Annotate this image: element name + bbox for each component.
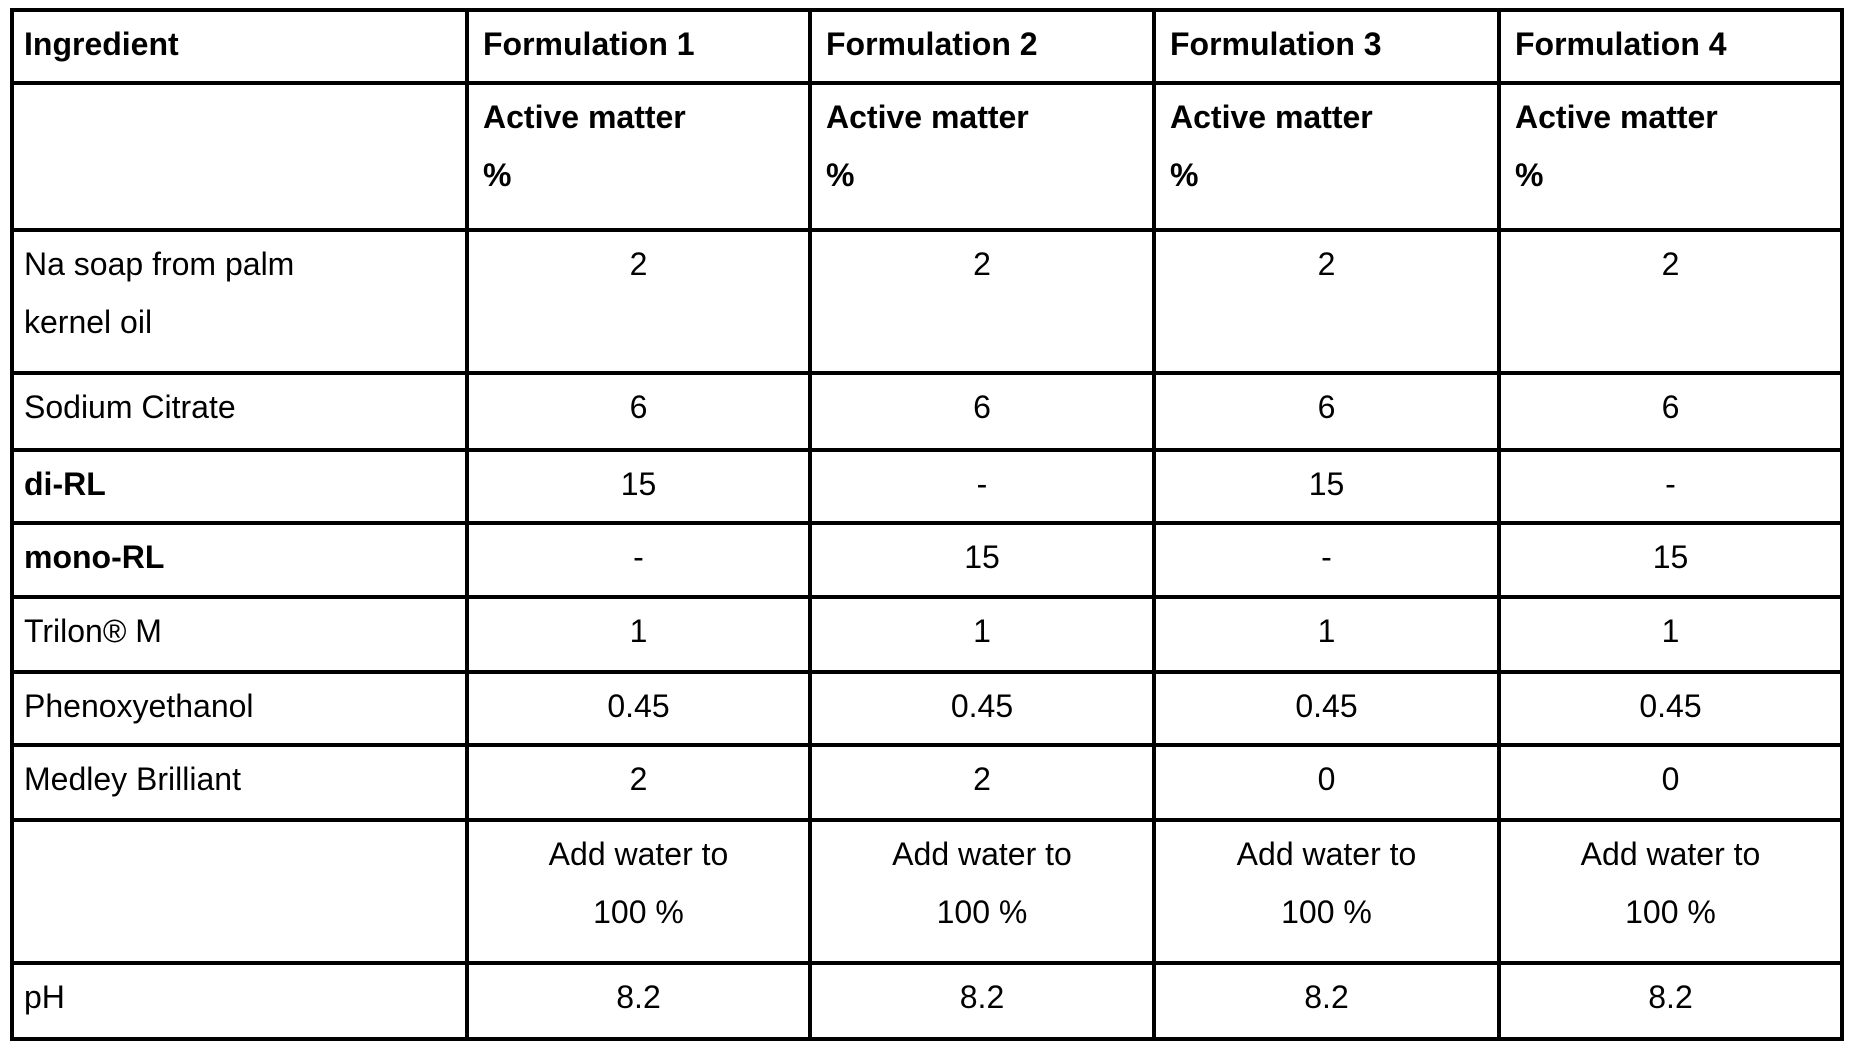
value-cell: 15 (465, 448, 812, 525)
value-cell: 0.45 (808, 670, 1156, 747)
ingredient-label: Medley Brilliant (10, 743, 469, 822)
ingredient-label: di-RL (10, 448, 469, 525)
value-cell: 2 (465, 228, 812, 375)
value-cell: 2 (808, 228, 1156, 375)
value-cell: - (1497, 448, 1844, 525)
value-cell: 6 (465, 371, 812, 452)
value-cell: 0 (1497, 743, 1844, 822)
value-cell: - (465, 521, 812, 599)
formulation-table: Ingredient Formulation 1 Formulation 2 F… (10, 8, 1844, 1041)
value-cell: 2 (808, 743, 1156, 822)
value-cell: 0 (1152, 743, 1501, 822)
value-cell: 15 (808, 521, 1156, 599)
value-cell: 8.2 (808, 961, 1156, 1041)
value-cell: Add water to 100 % (808, 818, 1156, 965)
value-cell: Add water to 100 % (465, 818, 812, 965)
value-cell: 8.2 (465, 961, 812, 1041)
value-cell: - (808, 448, 1156, 525)
active-matter-cell: Active matter % (1497, 81, 1844, 232)
value-cell: 1 (1152, 595, 1501, 674)
ingredient-label: Phenoxyethanol (10, 670, 469, 747)
table-header-row: Ingredient Formulation 1 Formulation 2 F… (10, 8, 1844, 85)
formulation-3-header-cell: Formulation 3 (1152, 8, 1501, 85)
value-cell: 2 (465, 743, 812, 822)
table-row: mono-RL - 15 - 15 (10, 521, 1844, 599)
value-cell: 1 (465, 595, 812, 674)
value-cell: 2 (1497, 228, 1844, 375)
value-cell: 15 (1152, 448, 1501, 525)
table-row: Sodium Citrate 6 6 6 6 (10, 371, 1844, 452)
value-cell: 1 (1497, 595, 1844, 674)
value-cell: 0.45 (1497, 670, 1844, 747)
formulation-4-header-cell: Formulation 4 (1497, 8, 1844, 85)
ingredient-label: Trilon® M (10, 595, 469, 674)
table-row: di-RL 15 - 15 - (10, 448, 1844, 525)
table-row: Phenoxyethanol 0.45 0.45 0.45 0.45 (10, 670, 1844, 747)
value-cell: 2 (1152, 228, 1501, 375)
active-matter-cell: Active matter % (465, 81, 812, 232)
value-cell: 15 (1497, 521, 1844, 599)
value-cell: Add water to 100 % (1497, 818, 1844, 965)
table-row: Medley Brilliant 2 2 0 0 (10, 743, 1844, 822)
table-row: Trilon® M 1 1 1 1 (10, 595, 1844, 674)
value-cell: 6 (1497, 371, 1844, 452)
active-matter-cell: Active matter % (1152, 81, 1501, 232)
table-row: pH 8.2 8.2 8.2 8.2 (10, 961, 1844, 1041)
active-matter-cell: Active matter % (808, 81, 1156, 232)
table-row: Add water to 100 % Add water to 100 % Ad… (10, 818, 1844, 965)
value-cell: 6 (808, 371, 1156, 452)
empty-cell (10, 818, 469, 965)
ingredient-label: mono-RL (10, 521, 469, 599)
formulation-2-header-cell: Formulation 2 (808, 8, 1156, 85)
empty-cell (10, 81, 469, 232)
ingredient-label: Na soap from palm kernel oil (10, 228, 469, 375)
value-cell: - (1152, 521, 1501, 599)
value-cell: Add water to 100 % (1152, 818, 1501, 965)
ingredient-label: Sodium Citrate (10, 371, 469, 452)
value-cell: 0.45 (1152, 670, 1501, 747)
ingredient-header-cell: Ingredient (10, 8, 469, 85)
value-cell: 1 (808, 595, 1156, 674)
value-cell: 0.45 (465, 670, 812, 747)
active-matter-subheader-row: Active matter % Active matter % Active m… (10, 81, 1844, 232)
value-cell: 8.2 (1152, 961, 1501, 1041)
ingredient-label: pH (10, 961, 469, 1041)
formulation-1-header-cell: Formulation 1 (465, 8, 812, 85)
value-cell: 8.2 (1497, 961, 1844, 1041)
value-cell: 6 (1152, 371, 1501, 452)
table-row: Na soap from palm kernel oil 2 2 2 2 (10, 228, 1844, 375)
